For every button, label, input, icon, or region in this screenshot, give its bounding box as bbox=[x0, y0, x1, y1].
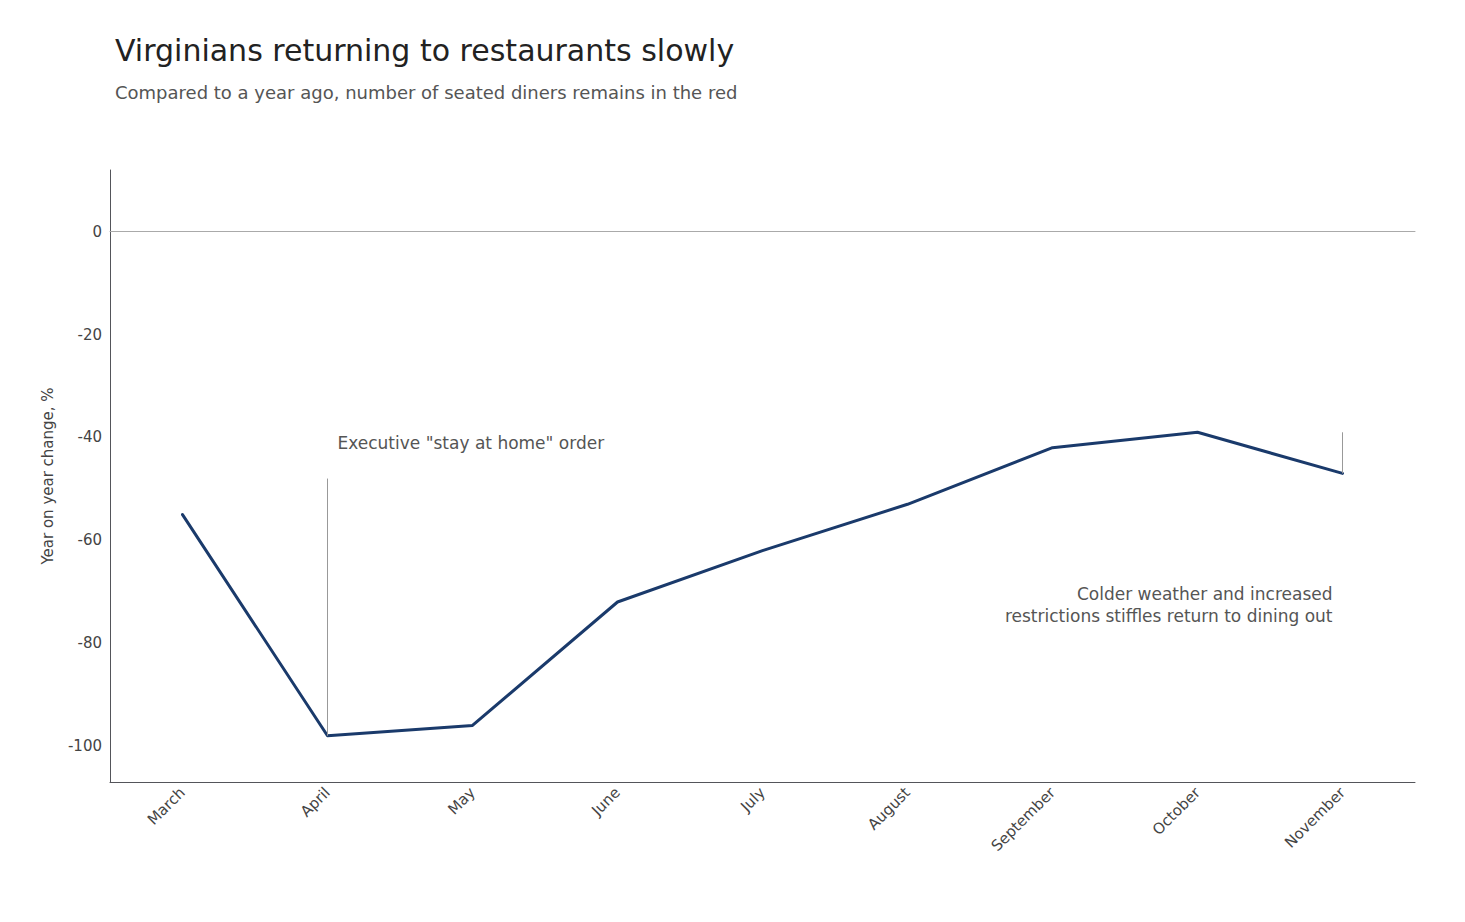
svg-text:-80: -80 bbox=[78, 634, 103, 652]
svg-text:Year on year change, %: Year on year change, % bbox=[39, 387, 57, 565]
svg-text:May: May bbox=[444, 784, 479, 819]
svg-text:-40: -40 bbox=[78, 428, 103, 446]
svg-text:restrictions stiffles return t: restrictions stiffles return to dining o… bbox=[1005, 606, 1333, 626]
svg-text:-60: -60 bbox=[78, 531, 103, 549]
svg-text:October: October bbox=[1149, 783, 1205, 839]
svg-text:April: April bbox=[297, 784, 334, 821]
svg-text:July: July bbox=[736, 784, 769, 817]
svg-text:Executive "stay at home" order: Executive "stay at home" order bbox=[338, 433, 605, 453]
svg-text:September: September bbox=[988, 783, 1060, 855]
svg-text:March: March bbox=[144, 784, 189, 829]
svg-text:November: November bbox=[1281, 783, 1349, 851]
svg-text:June: June bbox=[587, 784, 624, 821]
svg-text:Compared to a year ago, number: Compared to a year ago, number of seated… bbox=[115, 82, 737, 103]
svg-text:Virginians returning to restau: Virginians returning to restaurants slow… bbox=[115, 33, 734, 68]
svg-text:-20: -20 bbox=[78, 326, 103, 344]
svg-text:0: 0 bbox=[92, 223, 102, 241]
svg-text:Colder weather and increased: Colder weather and increased bbox=[1077, 584, 1333, 604]
svg-text:-100: -100 bbox=[68, 737, 102, 755]
svg-text:August: August bbox=[864, 784, 914, 834]
